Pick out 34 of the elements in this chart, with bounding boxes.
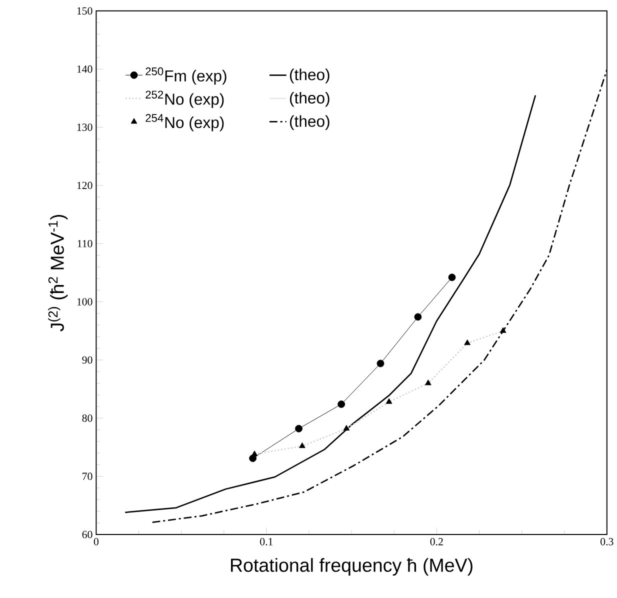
point — [500, 327, 506, 333]
y-tick-label: 140 — [77, 65, 92, 73]
y-tick-label: 100 — [77, 298, 92, 306]
y-tick-label: 150 — [77, 7, 92, 15]
legend-label: (theo) — [290, 68, 330, 84]
y-tick-label: 80 — [82, 414, 92, 422]
legend-label: (theo) — [290, 92, 330, 107]
point — [295, 424, 302, 432]
x-tick-label: 0.1 — [260, 538, 273, 546]
y-tick-label: 120 — [77, 182, 92, 190]
x-tick-label: 0 — [94, 538, 98, 546]
legend-label: $^{250}$Fm (exp) — [146, 67, 226, 85]
legend-label: (theo) — [290, 115, 330, 130]
legend-label: $^{254}$No (exp) — [146, 114, 224, 132]
point — [386, 398, 392, 404]
y-tick-label: 90 — [82, 356, 92, 364]
y-axis-title: J$^{(2)}$ (ħ$^{2}$ MeV$^{-1}$) — [48, 214, 68, 332]
point — [251, 450, 258, 456]
point — [424, 380, 432, 386]
x-axis-title: Rotational frequency ħ (MeV) — [231, 558, 472, 576]
y-tick-label: 70 — [82, 472, 92, 480]
point — [448, 274, 456, 282]
point — [298, 442, 306, 448]
x-tick-label: 0.2 — [430, 538, 443, 546]
y-tick-label: 110 — [78, 240, 92, 248]
point — [376, 360, 384, 368]
legend-label: $^{252}$No (exp) — [146, 90, 224, 108]
point — [464, 339, 471, 346]
y-tick-label: 130 — [77, 124, 92, 131]
point — [338, 400, 346, 408]
point — [414, 313, 422, 321]
point — [343, 424, 350, 431]
y-tick-label: 60 — [82, 530, 92, 538]
x-tick-label: 0.3 — [600, 538, 614, 546]
